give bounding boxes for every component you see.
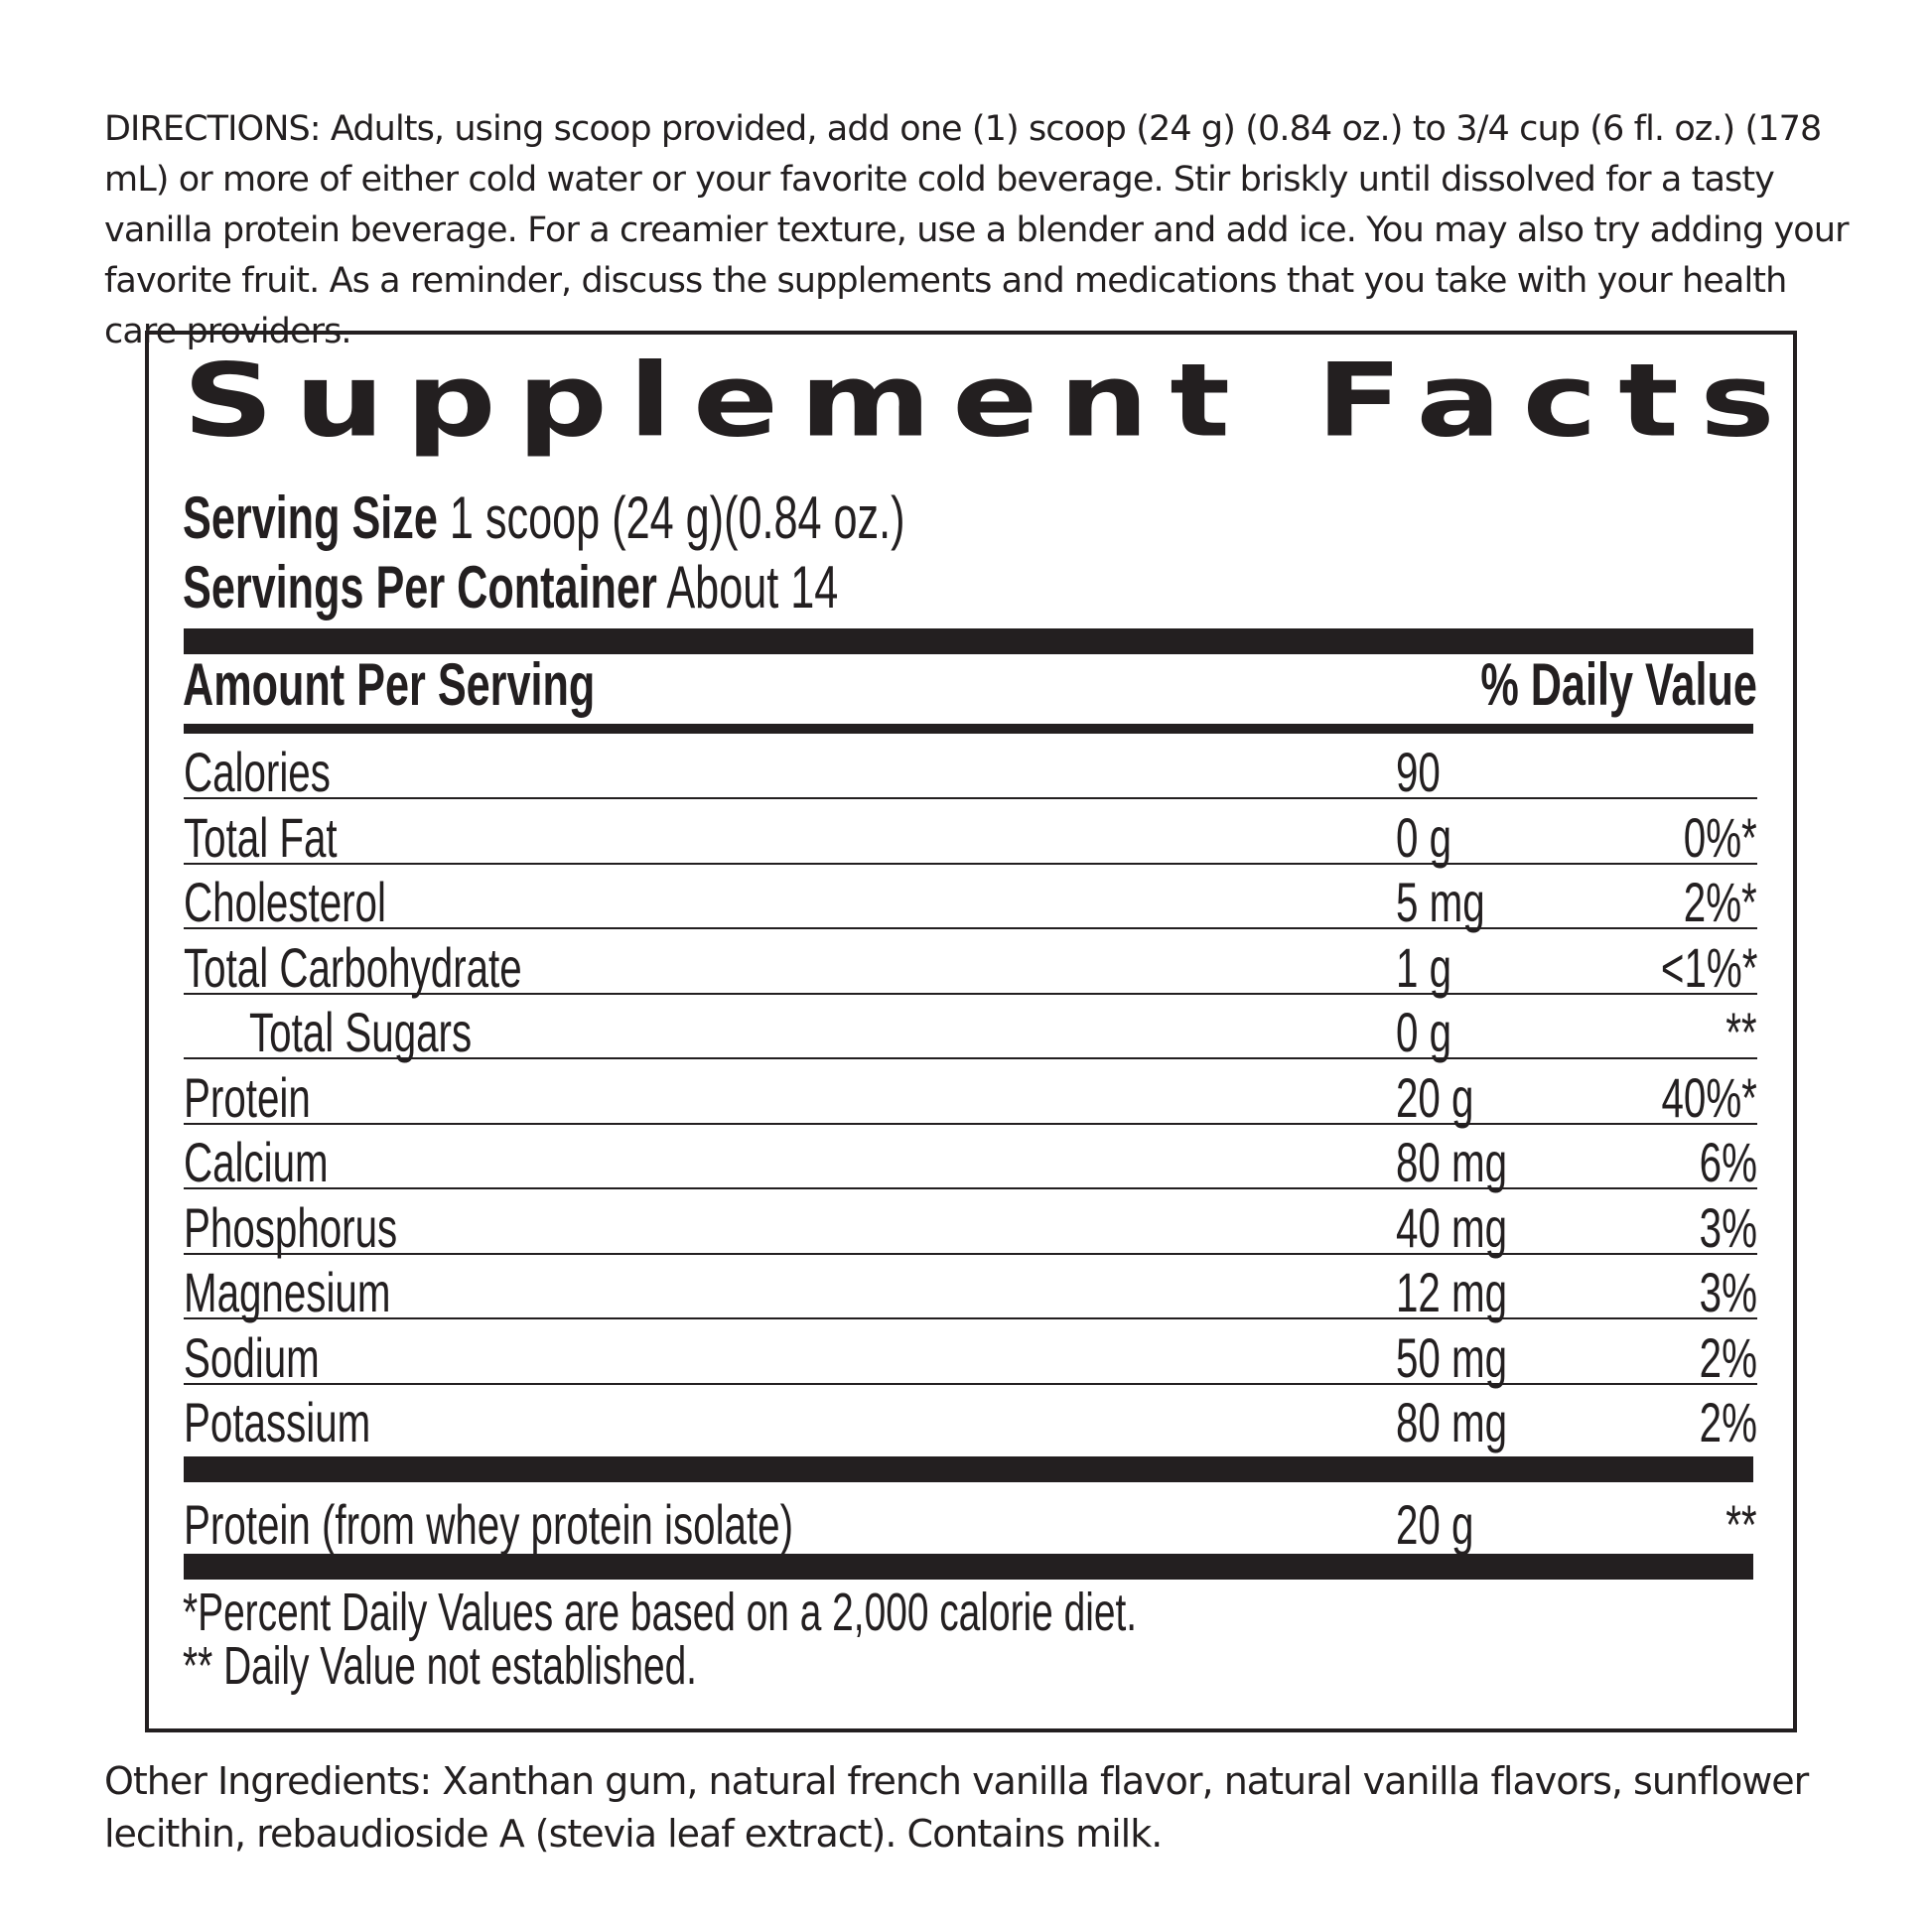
whey-protein-row: Protein (from whey protein isolate) 20 g… [184, 1486, 1757, 1556]
thick-divider [184, 1456, 1753, 1482]
nutrient-row: Sodium 50 mg 2% [184, 1319, 1757, 1389]
footnote-not-established: ** Daily Value not established. [183, 1636, 697, 1696]
nutrient-dv: 3% [1699, 1195, 1757, 1259]
nutrient-amount: 20 g [1396, 1493, 1474, 1556]
nutrient-row: Potassium 80 mg 2% [184, 1384, 1757, 1453]
medium-divider [184, 724, 1753, 734]
row-divider [184, 927, 1757, 929]
nutrient-amount: 80 mg [1396, 1391, 1508, 1453]
nutrient-name: Total Fat [184, 805, 338, 869]
row-divider [184, 1382, 1757, 1385]
nutrient-name: Protein (from whey protein isolate) [184, 1493, 794, 1556]
panel-title: Supplement Facts [183, 343, 1796, 461]
nutrient-amount: 12 mg [1396, 1261, 1508, 1323]
nutrient-name: Calories [184, 741, 331, 803]
other-ingredients: Other Ingredients: Xanthan gum, natural … [104, 1759, 1809, 1856]
directions-text: DIRECTIONS: Adults, using scoop provided… [104, 104, 1852, 357]
nutrient-dv: 3% [1699, 1261, 1757, 1323]
supplement-facts-panel: Supplement Facts Serving Size 1 scoop (2… [145, 331, 1797, 1732]
nutrient-dv: 6% [1699, 1131, 1757, 1193]
nutrient-name: Protein [184, 1065, 311, 1129]
nutrient-row: Cholesterol 5 mg 2%* [184, 864, 1757, 933]
daily-value-header: % Daily Value [1480, 651, 1757, 718]
nutrient-name: Potassium [184, 1391, 371, 1453]
row-divider [184, 1187, 1757, 1189]
row-divider [184, 992, 1757, 995]
nutrient-name: Sodium [184, 1325, 320, 1389]
nutrient-amount: 0 g [1396, 805, 1452, 869]
nutrient-amount: 50 mg [1396, 1325, 1508, 1389]
thick-divider [184, 1554, 1753, 1580]
nutrient-row: Calcium 80 mg 6% [184, 1124, 1757, 1193]
row-divider [184, 1122, 1757, 1125]
directions-label: DIRECTIONS: [104, 109, 322, 149]
nutrient-row: Total Fat 0 g 0%* [184, 799, 1757, 869]
thick-divider [184, 628, 1753, 654]
nutrient-amount: 40 mg [1396, 1195, 1508, 1259]
nutrient-row: Magnesium 12 mg 3% [184, 1254, 1757, 1323]
nutrient-dv: 0%* [1684, 805, 1757, 869]
row-divider [184, 862, 1757, 865]
nutrient-dv: 2% [1699, 1391, 1757, 1453]
nutrient-amount: 90 [1396, 741, 1441, 803]
nutrient-row: Calories 90 [184, 734, 1757, 803]
nutrient-row: Phosphorus 40 mg 3% [184, 1189, 1757, 1259]
serving-size: Serving Size 1 scoop (24 g)(0.84 oz.) [183, 483, 905, 552]
amount-per-serving-header: Amount Per Serving [183, 651, 596, 718]
footnote-dv: *Percent Daily Values are based on a 2,0… [183, 1583, 1138, 1642]
nutrient-row: Total Sugars 0 g ** [184, 994, 1757, 1063]
row-divider [184, 1057, 1757, 1059]
nutrient-dv: 2% [1699, 1325, 1757, 1389]
nutrient-name: Total Sugars [249, 1001, 473, 1063]
nutrient-amount: 20 g [1396, 1065, 1474, 1129]
nutrient-name: Total Carbohydrate [184, 935, 522, 999]
servings-per-container: Servings Per Container About 14 [183, 553, 838, 621]
serving-size-label: Serving Size [183, 484, 438, 551]
servings-per-container-value: About 14 [656, 554, 839, 621]
nutrient-dv: 2%* [1684, 871, 1757, 933]
row-divider [184, 1317, 1757, 1319]
nutrient-name: Calcium [184, 1131, 329, 1193]
directions-body: Adults, using scoop provided, add one (1… [104, 109, 1849, 351]
nutrient-dv: ** [1725, 1493, 1757, 1556]
nutrient-amount: 5 mg [1396, 871, 1485, 933]
row-divider [184, 1252, 1757, 1255]
nutrient-name: Cholesterol [184, 871, 386, 933]
nutrient-amount: 0 g [1396, 1001, 1452, 1063]
row-divider [184, 797, 1757, 799]
nutrient-dv: 40%* [1661, 1065, 1757, 1129]
nutrient-dv: ** [1725, 1001, 1757, 1063]
nutrient-name: Phosphorus [184, 1195, 398, 1259]
nutrient-dv: <1%* [1660, 935, 1757, 999]
servings-per-container-label: Servings Per Container [183, 554, 657, 621]
serving-size-value: 1 scoop (24 g)(0.84 oz.) [437, 484, 905, 551]
nutrient-amount: 1 g [1396, 935, 1452, 999]
nutrient-amount: 80 mg [1396, 1131, 1508, 1193]
nutrient-row: Total Carbohydrate 1 g <1%* [184, 929, 1757, 999]
nutrient-row: Protein 20 g 40%* [184, 1059, 1757, 1129]
nutrient-name: Magnesium [184, 1261, 391, 1323]
